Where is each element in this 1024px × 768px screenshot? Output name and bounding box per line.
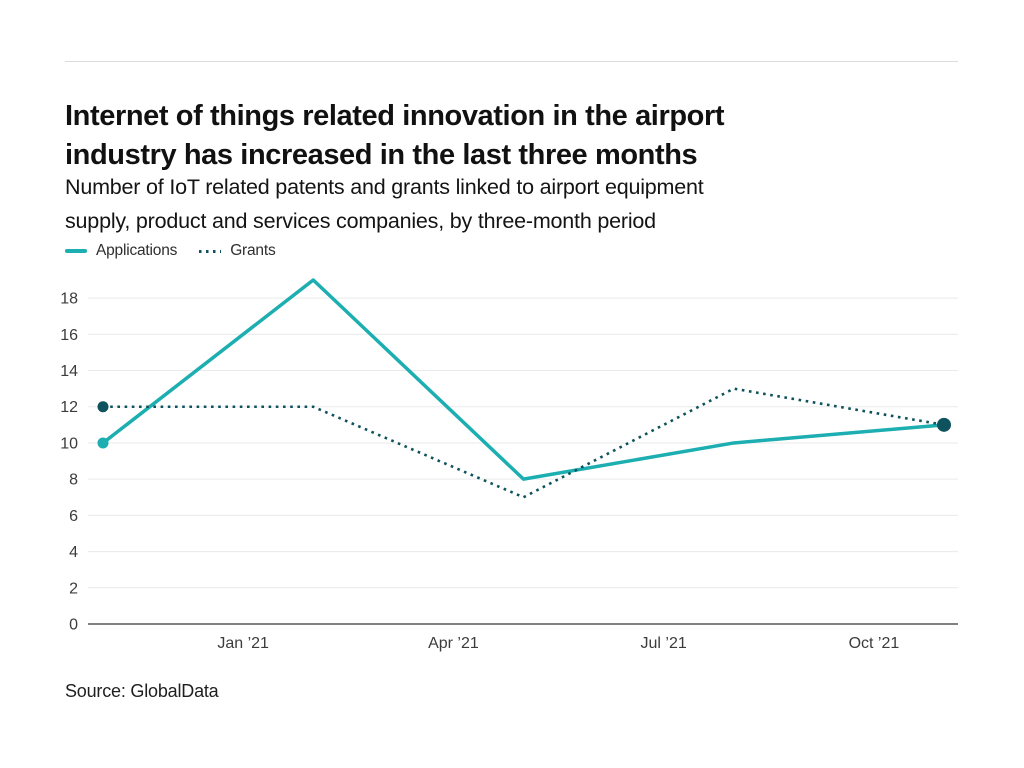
source-note: Source: GlobalData bbox=[65, 681, 219, 701]
series-line-applications bbox=[101, 278, 945, 481]
y-tick-label-16: 16 bbox=[60, 327, 78, 344]
line-chart: 0 2 4 6 8 10 12 14 16 18 Jan ’21 Apr ’21 Jul ’21 Oct … bbox=[60, 278, 958, 652]
x-tick-label-3: Oct ’21 bbox=[849, 635, 900, 652]
legend-item-grants[interactable]: Grants bbox=[199, 242, 276, 260]
series-marker-grants-4 bbox=[936, 417, 951, 432]
series-marker-applications-0 bbox=[97, 437, 109, 449]
legend-item-applications[interactable]: Applications bbox=[65, 242, 177, 260]
y-tick-label-10: 10 bbox=[60, 435, 78, 452]
chart-subtitle-line2: supply, product and services companies, … bbox=[65, 209, 656, 233]
chart-subtitle-line1: Number of IoT related patents and grants… bbox=[65, 175, 704, 199]
legend-label: Applications bbox=[96, 242, 178, 259]
y-tick-label-6: 6 bbox=[69, 508, 78, 525]
legend-swatch-dotted bbox=[199, 249, 222, 253]
x-tick-label-2: Jul ’21 bbox=[641, 635, 687, 652]
y-tick-label-8: 8 bbox=[69, 472, 78, 489]
legend-swatch-solid bbox=[65, 249, 87, 253]
x-tick-label-0: Jan ’21 bbox=[217, 635, 269, 652]
chart-title-line1: Internet of things related innovation in… bbox=[65, 100, 725, 133]
y-tick-label-18: 18 bbox=[60, 291, 78, 308]
chart-title: Internet of things related innovation in… bbox=[65, 97, 965, 175]
chart-title-line2: industry has increased in the last three… bbox=[65, 139, 698, 172]
legend-label: Grants bbox=[230, 242, 276, 259]
chart-subtitle: Number of IoT related patents and grants… bbox=[65, 170, 965, 238]
series-marker-grants-0 bbox=[97, 401, 109, 413]
y-tick-label-4: 4 bbox=[69, 544, 78, 561]
y-tick-label-14: 14 bbox=[60, 363, 78, 380]
y-tick-label-0: 0 bbox=[69, 617, 78, 634]
top-divider bbox=[65, 61, 958, 62]
chart-legend: Applications Grants bbox=[65, 242, 276, 260]
y-tick-label-2: 2 bbox=[69, 580, 78, 597]
y-tick-label-12: 12 bbox=[60, 399, 78, 416]
x-tick-label-1: Apr ’21 bbox=[428, 635, 479, 652]
